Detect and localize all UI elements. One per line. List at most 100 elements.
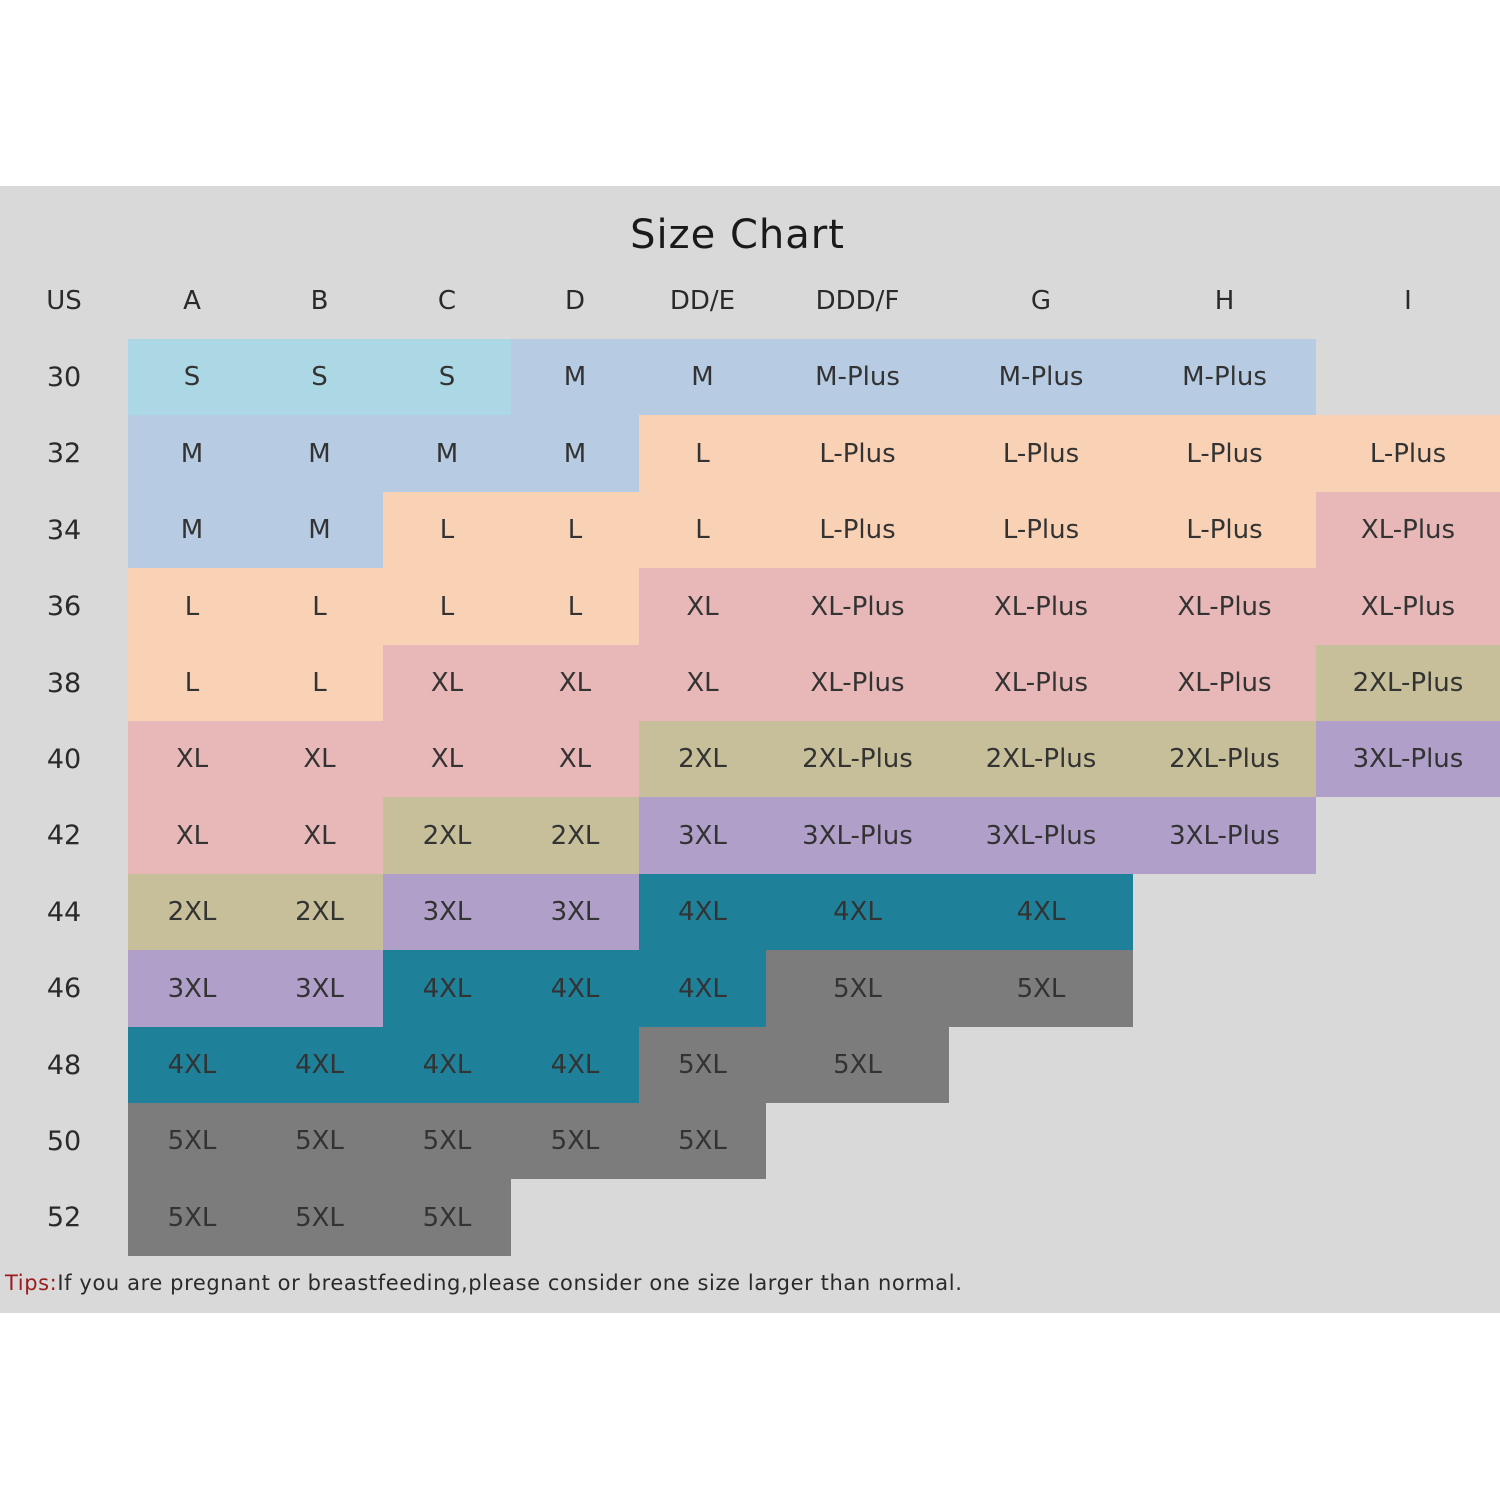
size-cell: XL xyxy=(511,721,639,797)
band-label-30: 30 xyxy=(46,361,82,393)
cup-header-g: G xyxy=(1030,286,1052,316)
size-cell: 2XL-Plus xyxy=(766,721,949,797)
size-cell: XL xyxy=(639,568,766,645)
size-cell: 2XL xyxy=(639,721,766,797)
size-cell: 4XL xyxy=(639,874,766,950)
size-cell: XL-Plus xyxy=(1133,645,1316,721)
size-cell: 5XL xyxy=(383,1103,511,1179)
band-label-48: 48 xyxy=(46,1049,82,1081)
band-label-42: 42 xyxy=(46,820,82,851)
tips-text: If you are pregnant or breastfeeding,ple… xyxy=(57,1271,963,1295)
cup-header-i: I xyxy=(1404,286,1412,316)
size-cell: M xyxy=(639,339,766,415)
size-chart-panel: Size Chart US A B C D DD/E DDD/F G H I 30 S S S M M M-Pl… xyxy=(0,186,1500,1313)
size-cell: XL xyxy=(511,645,639,721)
corner-label: US xyxy=(46,286,82,316)
size-cell: 5XL xyxy=(639,1103,766,1179)
size-cell: 4XL xyxy=(949,874,1133,950)
tips-label: Tips: xyxy=(5,1271,58,1295)
size-cell: M xyxy=(511,339,639,415)
size-cell: L xyxy=(128,568,256,645)
size-cell: 5XL xyxy=(639,1027,766,1103)
size-cell: XL-Plus xyxy=(1316,492,1500,568)
size-cell: 5XL xyxy=(511,1103,639,1179)
size-cell: M-Plus xyxy=(1133,339,1316,415)
cup-header-h: H xyxy=(1214,286,1235,316)
size-cell: 2XL xyxy=(128,874,256,950)
size-cell: XL-Plus xyxy=(766,568,949,645)
size-cell: 3XL-Plus xyxy=(766,797,949,874)
size-cell: 4XL xyxy=(766,874,949,950)
size-cell: 5XL xyxy=(128,1103,256,1179)
size-cell: 5XL xyxy=(766,950,949,1027)
size-cell: 5XL xyxy=(256,1179,383,1256)
size-cell: 5XL xyxy=(256,1103,383,1179)
cup-header-b: B xyxy=(310,286,329,316)
size-cell: S xyxy=(256,339,383,415)
cup-header-dd-e: DD/E xyxy=(669,286,736,316)
size-cell: L-Plus xyxy=(766,492,949,568)
size-cell: 2XL xyxy=(256,874,383,950)
size-cell: XL xyxy=(256,797,383,874)
size-cell: 5XL xyxy=(383,1179,511,1256)
size-cell: L-Plus xyxy=(1316,415,1500,492)
size-cell: XL-Plus xyxy=(949,645,1133,721)
size-cell: XL xyxy=(128,721,256,797)
size-cell: 2XL xyxy=(383,797,511,874)
band-label-32: 32 xyxy=(46,438,82,469)
size-cell: 4XL xyxy=(511,1027,639,1103)
size-cell: M xyxy=(256,492,383,568)
size-cell: 4XL xyxy=(256,1027,383,1103)
size-cell: 5XL xyxy=(128,1179,256,1256)
size-cell: L xyxy=(639,492,766,568)
band-label-34: 34 xyxy=(46,514,82,546)
tips-note: Tips:If you are pregnant or breastfeedin… xyxy=(5,1271,962,1295)
size-cell: XL xyxy=(639,645,766,721)
size-cell: 3XL xyxy=(639,797,766,874)
size-cell: 4XL xyxy=(639,950,766,1027)
size-cell: XL-Plus xyxy=(949,568,1133,645)
size-cell: 3XL-Plus xyxy=(1133,797,1316,874)
size-cell: 5XL xyxy=(949,950,1133,1027)
size-cell: 4XL xyxy=(511,950,639,1027)
size-cell: 4XL xyxy=(383,1027,511,1103)
band-label-52: 52 xyxy=(46,1202,82,1233)
size-cell: L xyxy=(639,415,766,492)
size-cell: 2XL-Plus xyxy=(949,721,1133,797)
size-cell: XL xyxy=(383,645,511,721)
size-cell: M xyxy=(128,415,256,492)
size-cell: S xyxy=(128,339,256,415)
size-cell: L xyxy=(256,568,383,645)
size-cell: 3XL xyxy=(383,874,511,950)
size-cell: M-Plus xyxy=(949,339,1133,415)
size-cell: 3XL xyxy=(256,950,383,1027)
band-label-44: 44 xyxy=(46,896,82,928)
size-cell: XL-Plus xyxy=(766,645,949,721)
size-cell: 4XL xyxy=(383,950,511,1027)
size-cell: 3XL xyxy=(511,874,639,950)
size-cell: 4XL xyxy=(128,1027,256,1103)
size-cell: M xyxy=(383,415,511,492)
chart-title: Size Chart xyxy=(630,212,845,258)
size-cell: M xyxy=(128,492,256,568)
size-cell: L-Plus xyxy=(949,415,1133,492)
size-cell: L xyxy=(128,645,256,721)
band-label-36: 36 xyxy=(46,591,82,622)
band-label-50: 50 xyxy=(46,1125,82,1157)
cup-header-d: D xyxy=(564,286,586,316)
size-cell: 2XL xyxy=(511,797,639,874)
size-cell: L xyxy=(511,492,639,568)
size-cell: 2XL-Plus xyxy=(1133,721,1316,797)
size-cell: XL xyxy=(383,721,511,797)
size-cell: L xyxy=(383,568,511,645)
cup-header-c: C xyxy=(437,286,457,316)
size-cell: XL-Plus xyxy=(1316,568,1500,645)
size-cell: XL xyxy=(256,721,383,797)
size-cell: 3XL-Plus xyxy=(949,797,1133,874)
size-cell: M-Plus xyxy=(766,339,949,415)
size-cell: XL xyxy=(128,797,256,874)
band-label-46: 46 xyxy=(46,973,82,1004)
size-cell: L xyxy=(383,492,511,568)
size-cell: 3XL xyxy=(128,950,256,1027)
size-cell: S xyxy=(383,339,511,415)
